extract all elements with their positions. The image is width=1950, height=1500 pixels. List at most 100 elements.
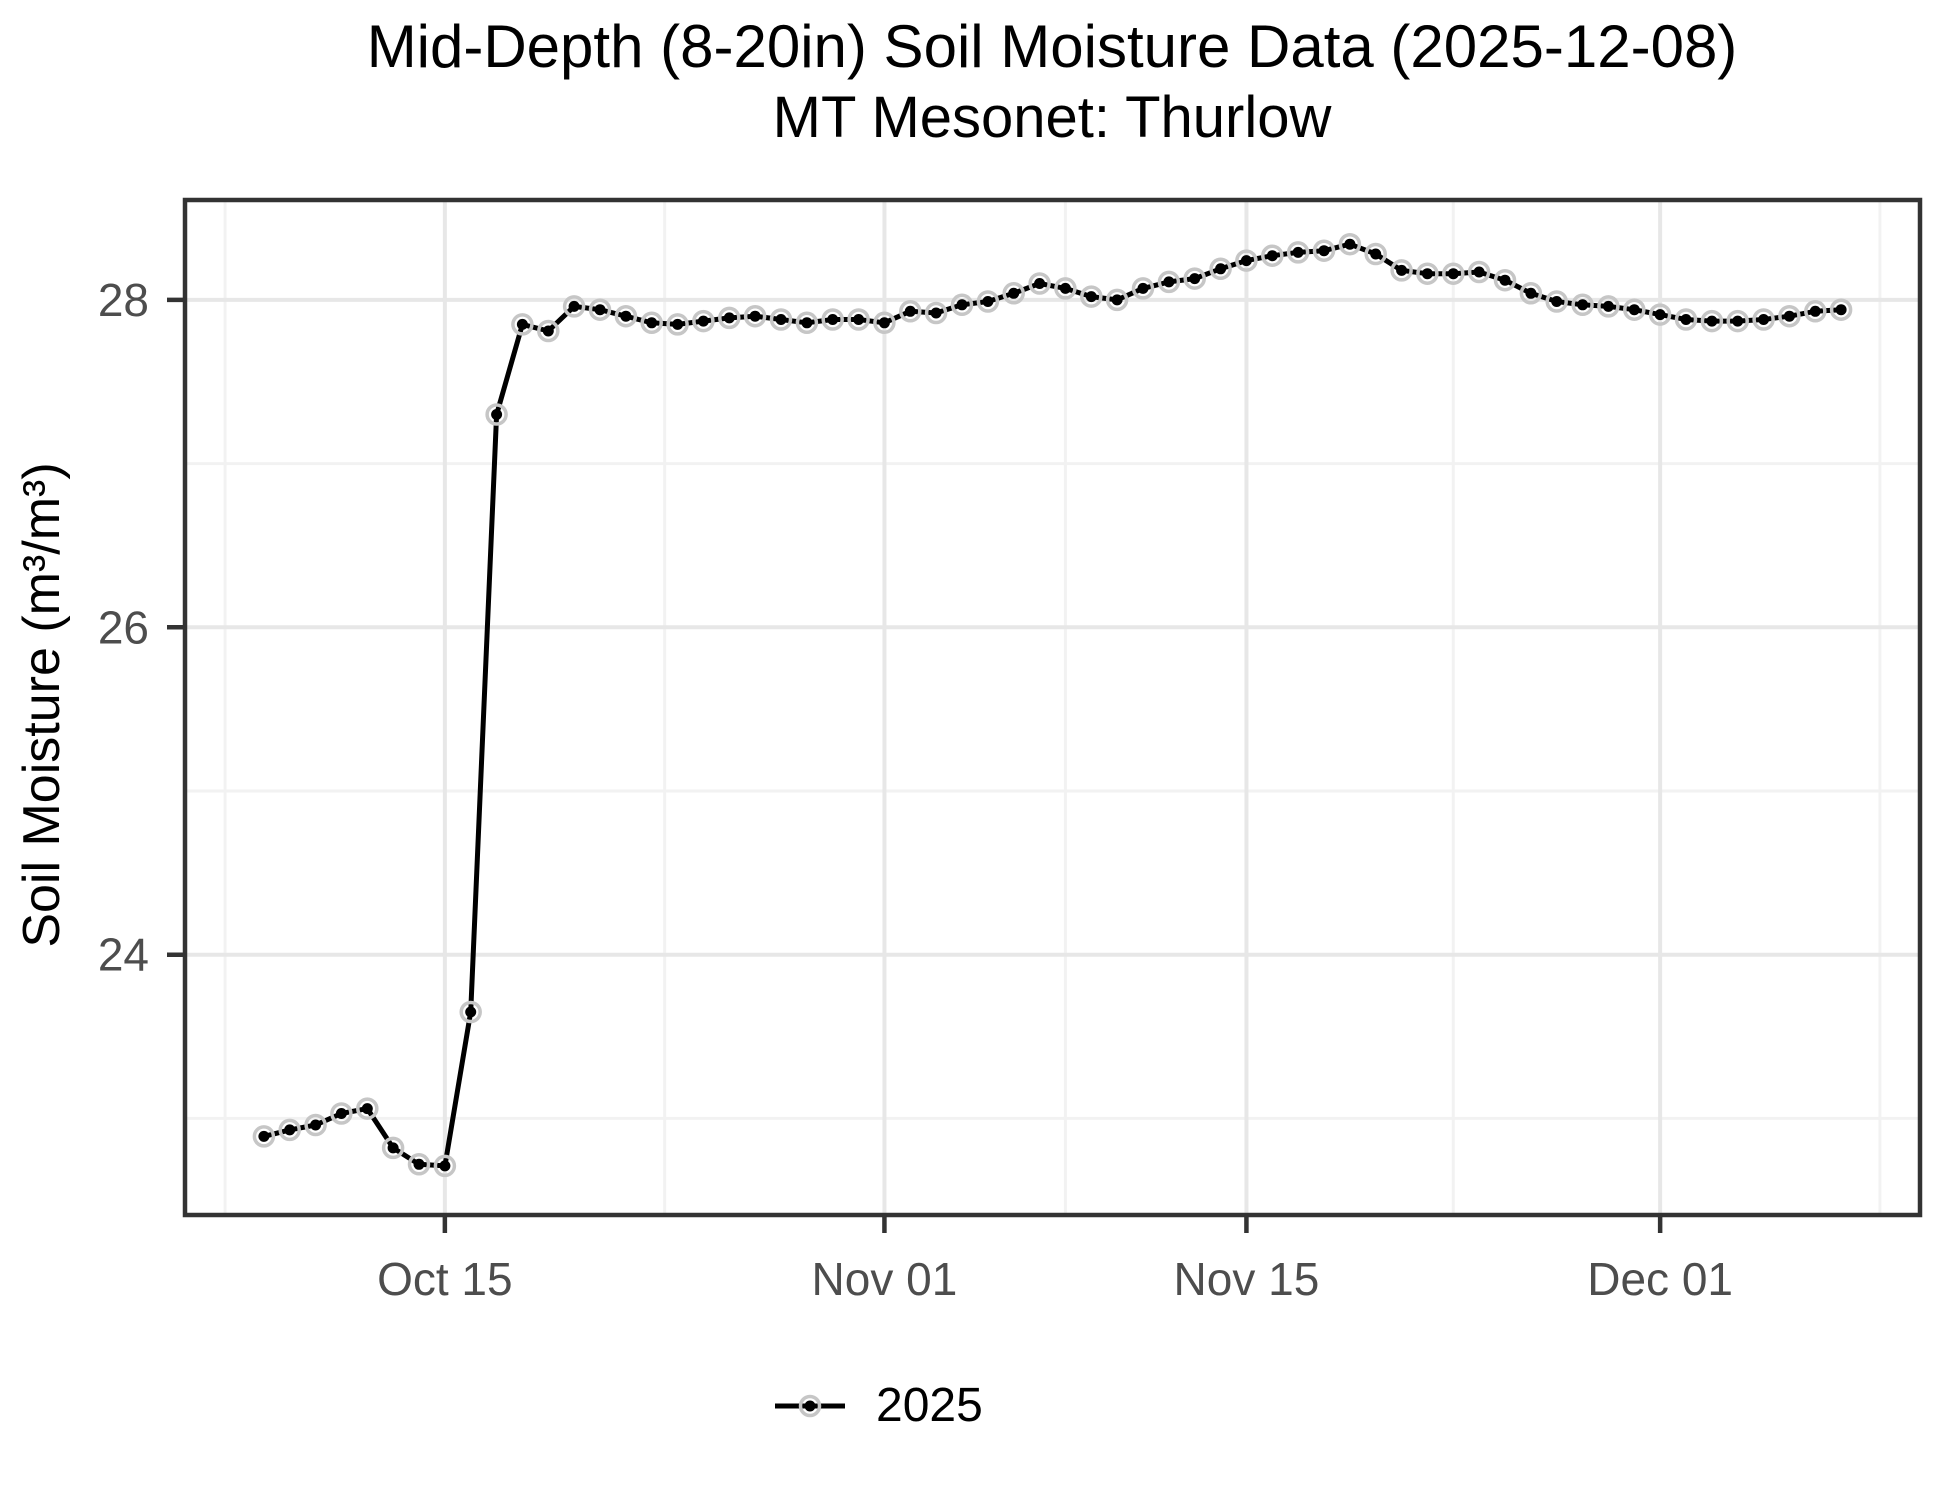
data-point <box>1551 296 1563 307</box>
data-point-halo <box>614 304 638 328</box>
data-point <box>853 314 865 325</box>
data-point-halo <box>1623 298 1646 321</box>
data-point <box>1008 287 1020 299</box>
data-point <box>956 299 968 311</box>
data-point-halo <box>847 308 870 331</box>
series-line-2025 <box>263 241 1842 1169</box>
legend: 2025 <box>770 1378 983 1434</box>
data-point <box>335 1108 347 1119</box>
data-point <box>801 317 813 329</box>
data-point-halo <box>1235 249 1258 272</box>
data-point <box>646 317 658 329</box>
data-point <box>982 296 994 307</box>
data-point <box>1758 314 1770 325</box>
data-point-halo <box>1157 270 1181 294</box>
y-tick-label: 26 <box>98 601 149 653</box>
data-point-halo <box>976 290 1000 313</box>
data-point-halo <box>1778 304 1801 328</box>
data-point-halo <box>562 295 586 318</box>
data-point-halo <box>304 1113 327 1137</box>
data-point-halo <box>1209 257 1232 281</box>
data-point-halo <box>1312 239 1336 262</box>
data-point <box>439 1160 451 1172</box>
data-point-halo <box>459 1000 482 1024</box>
data-point <box>1421 268 1433 280</box>
data-point <box>1240 255 1252 267</box>
data-point-halo <box>1261 244 1284 267</box>
data-point <box>1059 282 1071 294</box>
data-point-halo <box>511 313 534 336</box>
data-point <box>1370 248 1382 260</box>
data-point <box>827 314 839 325</box>
data-point <box>542 325 554 337</box>
data-point-halo <box>1700 309 1724 333</box>
data-point-halo <box>924 301 948 325</box>
legend-key-2025-icon <box>775 1394 845 1418</box>
data-point-halo <box>1829 298 1853 321</box>
data-point <box>413 1158 425 1170</box>
data-point <box>1396 264 1408 276</box>
data-point <box>1809 305 1821 317</box>
y-tick-label: 24 <box>98 929 149 981</box>
data-point-halo <box>1390 259 1413 282</box>
data-point <box>1163 276 1175 288</box>
data-point-halo <box>1726 309 1749 333</box>
data-point <box>1706 315 1718 327</box>
data-point <box>1835 304 1847 316</box>
data-point-halo <box>407 1153 431 1176</box>
data-point <box>1137 282 1149 294</box>
data-point-halo <box>640 311 663 335</box>
data-point <box>1085 291 1097 303</box>
data-point-halo <box>718 306 741 330</box>
data-point <box>594 304 606 316</box>
data-point-halo <box>485 403 508 426</box>
legend-key-dot <box>804 1400 816 1412</box>
data-point <box>1499 274 1511 286</box>
data-point-halo <box>1131 277 1155 300</box>
data-point <box>775 314 787 325</box>
data-point <box>1447 268 1459 280</box>
data-point <box>491 409 503 420</box>
data-point-halo <box>795 311 819 335</box>
data-point <box>1344 238 1356 250</box>
data-point-halo <box>1467 260 1491 284</box>
data-point-halo <box>1804 300 1827 323</box>
data-point-halo <box>1002 282 1025 305</box>
x-tick-label: Oct 15 <box>377 1253 513 1305</box>
data-point <box>568 300 580 312</box>
data-point <box>1602 300 1614 312</box>
chart-subtitle: MT Mesonet: Thurlow <box>772 85 1332 150</box>
data-point-halo <box>1028 272 1051 295</box>
data-point-halo <box>1571 293 1594 317</box>
data-point-halo <box>1183 267 1206 290</box>
data-point <box>516 318 528 330</box>
x-tick-label: Dec 01 <box>1587 1253 1733 1305</box>
data-point <box>697 315 709 327</box>
data-point <box>1034 278 1046 289</box>
data-point <box>930 307 942 319</box>
data-point-halo <box>1054 277 1077 300</box>
data-point-halo <box>1752 308 1775 331</box>
data-point-halo <box>1286 241 1310 264</box>
data-point-halo <box>1519 282 1543 305</box>
data-point-halo <box>769 308 793 331</box>
data-point <box>1111 294 1123 306</box>
data-point-halo <box>1442 262 1465 285</box>
data-point-halo <box>356 1097 379 1120</box>
data-point <box>1266 250 1278 262</box>
data-point <box>672 318 684 330</box>
data-point-halo <box>743 304 767 328</box>
panel-border <box>182 197 1923 1218</box>
data-point <box>1577 299 1589 311</box>
data-point <box>1473 266 1485 278</box>
data-point-halo <box>821 308 844 331</box>
data-point-halo <box>1105 288 1129 312</box>
data-point-halo <box>537 319 560 343</box>
data-point-halo <box>1080 285 1103 308</box>
data-point-halo <box>899 300 922 323</box>
data-point-halo <box>1338 232 1362 256</box>
data-point <box>749 310 761 322</box>
legend-key-halo <box>798 1394 822 1418</box>
data-point <box>284 1124 296 1136</box>
